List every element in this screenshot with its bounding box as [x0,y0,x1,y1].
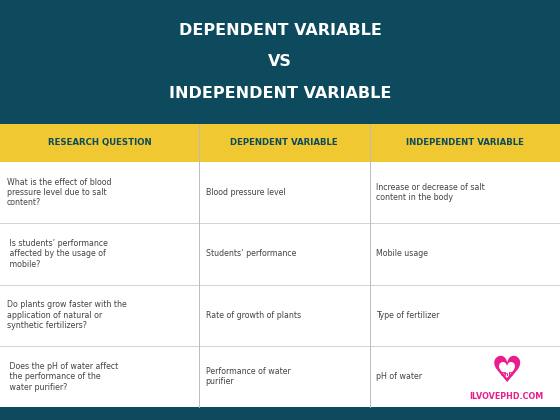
FancyBboxPatch shape [0,162,560,407]
FancyBboxPatch shape [199,124,370,162]
Text: DEPENDENT VARIABLE: DEPENDENT VARIABLE [230,138,338,147]
Text: VS: VS [268,55,292,69]
FancyBboxPatch shape [0,407,560,420]
Text: PhD: PhD [500,372,514,377]
Text: Type of fertilizer: Type of fertilizer [376,311,440,320]
Text: Increase or decrease of salt
content in the body: Increase or decrease of salt content in … [376,183,485,202]
FancyBboxPatch shape [370,124,560,162]
Text: INDEPENDENT VARIABLE: INDEPENDENT VARIABLE [169,86,391,101]
Text: ♥: ♥ [491,355,523,389]
Text: DEPENDENT VARIABLE: DEPENDENT VARIABLE [179,23,381,38]
Text: Mobile usage: Mobile usage [376,249,428,258]
Text: Does the pH of water affect
 the performance of the
 water purifier?: Does the pH of water affect the performa… [7,362,118,391]
Text: Do plants grow faster with the
application of natural or
synthetic fertilizers?: Do plants grow faster with the applicati… [7,300,127,330]
Text: pH of water: pH of water [376,372,422,381]
Text: Students’ performance: Students’ performance [206,249,296,258]
Text: RESEARCH QUESTION: RESEARCH QUESTION [48,138,151,147]
Text: Blood pressure level: Blood pressure level [206,188,285,197]
Text: Performance of water
purifier: Performance of water purifier [206,367,290,386]
Text: Rate of growth of plants: Rate of growth of plants [206,311,301,320]
FancyBboxPatch shape [0,124,199,162]
Text: Is students’ performance
 affected by the usage of
 mobile?: Is students’ performance affected by the… [7,239,108,269]
Text: ILVOVEPHD.COM: ILVOVEPHD.COM [470,392,544,402]
Text: What is the effect of blood
pressure level due to salt
content?: What is the effect of blood pressure lev… [7,178,111,207]
FancyBboxPatch shape [0,0,560,124]
Text: ♥: ♥ [497,362,517,383]
Text: INDEPENDENT VARIABLE: INDEPENDENT VARIABLE [406,138,524,147]
